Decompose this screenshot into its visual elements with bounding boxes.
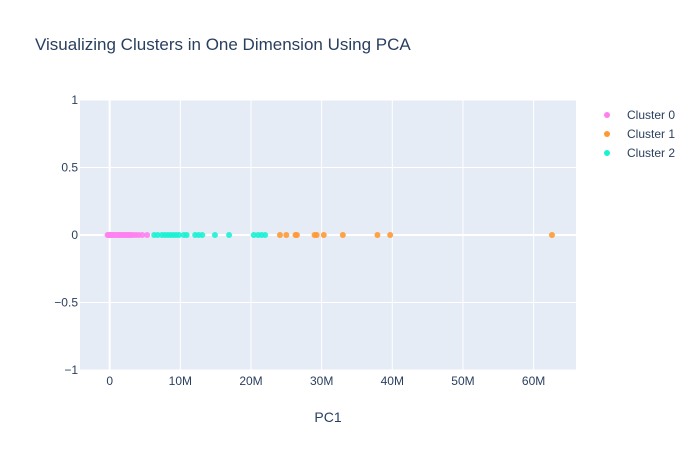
legend-label: Cluster 0 [627,108,675,122]
y-tick-label: −0.5 [54,296,78,310]
legend-item[interactable]: Cluster 2 [604,146,675,160]
x-tick-label: 20M [239,374,262,388]
legend-item[interactable]: Cluster 0 [604,108,675,122]
legend-label: Cluster 1 [627,127,675,141]
data-point[interactable] [276,232,283,238]
legend-marker [604,112,610,118]
data-point[interactable] [313,232,320,238]
data-point[interactable] [283,232,290,238]
y-tick-label: 0.5 [61,161,78,175]
data-point[interactable] [211,232,218,238]
legend-marker [604,150,610,156]
data-point[interactable] [293,232,300,238]
x-tick-label: 0 [106,374,113,388]
data-point[interactable] [339,232,346,238]
data-point[interactable] [262,232,269,238]
data-point[interactable] [154,232,161,238]
data-point[interactable] [144,232,151,238]
data-point[interactable] [387,232,394,238]
x-tick-label: 50M [451,374,474,388]
x-tick-label: 40M [381,374,404,388]
y-tick-label: 1 [71,93,78,107]
chart-title: Visualizing Clusters in One Dimension Us… [35,35,411,54]
data-point[interactable] [250,232,257,238]
y-tick-label: 0 [71,228,78,242]
data-point[interactable] [199,232,206,238]
x-tick-label: 60M [522,374,545,388]
legend-item[interactable]: Cluster 1 [604,127,675,141]
data-point[interactable] [226,232,233,238]
legend-marker [604,131,610,137]
legend-label: Cluster 2 [627,146,675,160]
data-points [104,232,555,238]
legend[interactable]: Cluster 0 Cluster 1 Cluster 2 [604,108,675,160]
x-tick-label: 30M [310,374,333,388]
data-point[interactable] [139,232,146,238]
data-point[interactable] [183,232,190,238]
x-tick-label: 10M [169,374,192,388]
x-axis-title: PC1 [314,409,341,425]
data-point[interactable] [374,232,381,238]
data-point[interactable] [548,232,555,238]
y-tick-label: −1 [64,363,78,377]
data-point[interactable] [320,232,327,238]
data-point[interactable] [175,232,182,238]
axis-ticks: 0 10M 20M 30M 40M 50M 60M 1 0.5 0 −0.5 −1 [54,93,545,388]
